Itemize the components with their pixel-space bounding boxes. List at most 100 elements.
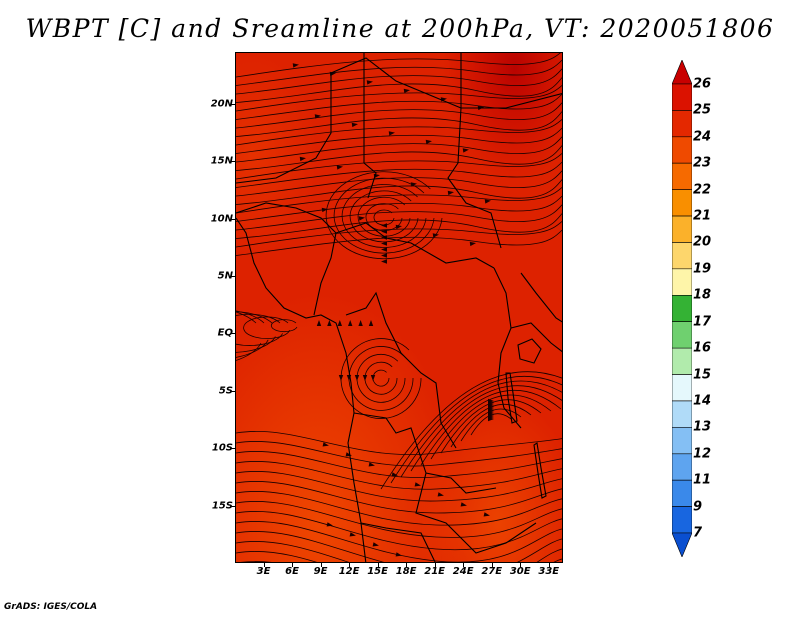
- streamline-arrow: [484, 199, 491, 204]
- lon-tick: [349, 563, 351, 567]
- lon-tick: [434, 563, 436, 567]
- colorbar-label: 14: [693, 393, 712, 409]
- lon-tick: [377, 563, 379, 567]
- lat-label: 10S: [211, 442, 233, 454]
- lon-label: 33E: [538, 566, 560, 577]
- streamline-arrow: [447, 190, 454, 196]
- streamline: [236, 221, 562, 248]
- streamline-arrow: [337, 320, 343, 326]
- streamline-arrow: [370, 375, 376, 381]
- colorbar-swatch: [672, 268, 692, 296]
- streamline: [236, 451, 562, 479]
- border-zambia: [415, 472, 537, 554]
- map-canvas: [236, 53, 562, 563]
- streamline-arrow: [403, 88, 410, 94]
- country-borders: [236, 53, 562, 562]
- streamline: [236, 541, 562, 562]
- streamline: [236, 187, 562, 214]
- streamline: [365, 203, 403, 232]
- lon-tick: [491, 563, 493, 567]
- border-east-1: [520, 272, 562, 323]
- lake-victoria: [517, 338, 542, 364]
- colorbar-swatch: [672, 321, 692, 349]
- streamline-arrow: [381, 235, 387, 240]
- streamline: [236, 521, 562, 562]
- streamline-arrow: [299, 156, 306, 162]
- colorbar-label: 24: [693, 129, 712, 145]
- streamline-arrow: [322, 442, 329, 447]
- lat-tick: [231, 505, 235, 507]
- border-libya: [330, 57, 462, 109]
- colorbar-swatch: [672, 453, 692, 481]
- lon-label: 15E: [367, 566, 388, 577]
- colorbar-swatch: [672, 532, 692, 557]
- border-congo: [345, 291, 457, 449]
- lon-label: 21E: [424, 566, 446, 577]
- streamline-arrow: [368, 320, 374, 326]
- lon-tick: [548, 563, 550, 567]
- streamline-arrow: [419, 562, 426, 563]
- colorbar-label: 17: [693, 314, 712, 330]
- streamline-arrow: [336, 165, 343, 170]
- streamline: [236, 491, 562, 526]
- streamline: [340, 338, 422, 419]
- lon-tick: [320, 563, 322, 567]
- colorbar-swatch: [672, 242, 692, 270]
- colorbar-swatch: [672, 189, 692, 217]
- coastline-west: [236, 217, 367, 562]
- streamline: [430, 394, 552, 460]
- streamline: [236, 551, 562, 562]
- grads-credit: GrADS: IGES/COLA: [4, 602, 98, 612]
- lat-tick: [231, 275, 235, 277]
- streamline: [390, 376, 562, 484]
- map-title: WBPT [C] and Sreamline at 200hPa, VT: 20…: [25, 14, 775, 43]
- streamline-arrow: [372, 542, 379, 547]
- lat-label: EQ: [217, 327, 233, 339]
- colorbar-swatch: [672, 83, 692, 111]
- lon-tick: [463, 563, 465, 567]
- colorbar-swatch: [672, 347, 692, 375]
- streamline: [236, 179, 562, 205]
- colorbar-swatch: [672, 427, 692, 455]
- streamline-arrow: [354, 375, 360, 381]
- colorbar-label: 9: [693, 499, 703, 515]
- streamline: [372, 369, 390, 387]
- streamline: [236, 85, 562, 112]
- streamline: [236, 195, 562, 222]
- streamline: [236, 213, 562, 239]
- streamline: [236, 153, 562, 180]
- streamline-arrow: [338, 375, 344, 381]
- lon-tick: [263, 563, 265, 567]
- colorbar-label: 23: [693, 155, 712, 171]
- streamline: [236, 170, 562, 197]
- streamline: [236, 111, 562, 137]
- streamline-arrow: [462, 148, 469, 153]
- lat-label: 15N: [210, 155, 233, 167]
- streamline-arrow: [358, 320, 363, 326]
- streamline-arrow: [483, 512, 490, 517]
- colorbar-label: 12: [693, 446, 712, 462]
- streamline-arrow: [358, 216, 365, 221]
- streamline-arrow: [388, 131, 395, 136]
- colorbar-label: 18: [693, 287, 712, 303]
- streamline: [325, 171, 443, 260]
- streamline: [357, 196, 411, 237]
- streamline-arrow: [460, 502, 467, 507]
- lat-label: 20N: [210, 98, 233, 110]
- border-chad-west: [363, 53, 377, 199]
- streamline: [356, 353, 406, 403]
- streamline-arrow: [488, 398, 494, 404]
- border-cameroon: [313, 232, 337, 316]
- streamline: [236, 161, 562, 188]
- border-angola: [353, 412, 497, 494]
- lake-malawi: [533, 442, 547, 499]
- streamline: [236, 59, 562, 86]
- streamline: [236, 204, 562, 231]
- streamline: [236, 229, 562, 256]
- lat-tick: [231, 161, 235, 163]
- lake-tanganyika: [505, 372, 518, 424]
- lon-label: 12E: [338, 566, 360, 577]
- colorbar-label: 16: [693, 340, 712, 356]
- streamline-arrow: [381, 229, 387, 234]
- streamline: [236, 461, 562, 490]
